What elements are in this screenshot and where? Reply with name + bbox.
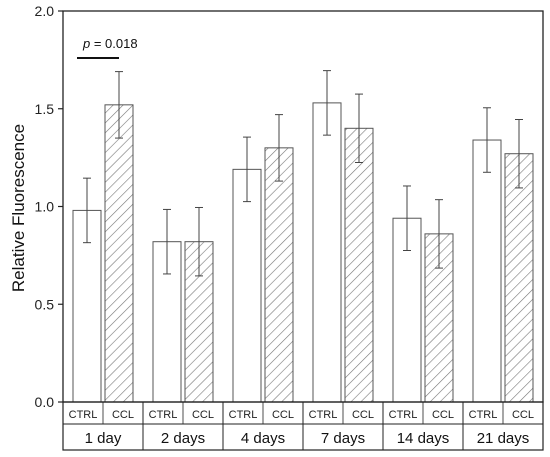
bar-ccl xyxy=(264,147,294,403)
bars xyxy=(72,102,534,403)
subcategory-label: CCL xyxy=(432,409,454,421)
y-tick-label: 2.0 xyxy=(35,3,55,19)
subcategory-label: CTRL xyxy=(469,409,498,421)
bar-ctrl xyxy=(312,102,342,403)
subcategory-label: CTRL xyxy=(69,409,98,421)
subcategory-label: CTRL xyxy=(229,409,258,421)
x-categories: CTRL CCL 1 day CTRL CCL 2 days CTRL CCL 4 days CT… xyxy=(62,401,544,451)
subcategory-label: CCL xyxy=(112,409,134,421)
subcategory-label: CTRL xyxy=(389,409,418,421)
plot-frame xyxy=(62,10,544,403)
p-value-label: p = 0.018 xyxy=(82,36,138,51)
bar-ccl xyxy=(504,153,534,403)
group-label: 21 days xyxy=(477,430,530,447)
group-label: 2 days xyxy=(161,430,205,447)
y-axis-label: Relative Fluorescence xyxy=(9,124,28,292)
subcategory-label: CTRL xyxy=(149,409,178,421)
subcategory-label: CTRL xyxy=(309,409,338,421)
subcategory-label: CCL xyxy=(192,409,214,421)
group-label: 7 days xyxy=(321,430,365,447)
significance-annotation: p = 0.018 xyxy=(77,36,138,59)
error-bars xyxy=(83,70,523,277)
y-tick-label: 1.5 xyxy=(35,101,55,117)
y-ticks: 0.0 0.5 1.0 1.5 2.0 xyxy=(35,3,63,410)
subcategory-label: CCL xyxy=(272,409,294,421)
group-label: 1 day xyxy=(85,430,122,447)
group-label: 4 days xyxy=(241,430,285,447)
y-tick-label: 0.5 xyxy=(35,296,55,312)
p-value: = 0.018 xyxy=(90,36,137,51)
bar-ctrl xyxy=(472,139,502,403)
bar-ccl xyxy=(104,104,134,403)
y-tick-label: 0.0 xyxy=(35,394,55,410)
y-tick-label: 1.0 xyxy=(35,199,55,215)
subcategory-label: CCL xyxy=(512,409,534,421)
bar-ctrl xyxy=(232,168,262,403)
bar-ccl xyxy=(344,127,374,403)
subcategory-label: CCL xyxy=(352,409,374,421)
p-symbol: p xyxy=(82,36,90,51)
group-label: 14 days xyxy=(397,430,450,447)
